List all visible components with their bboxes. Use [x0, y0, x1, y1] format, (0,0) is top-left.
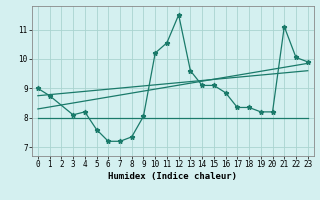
X-axis label: Humidex (Indice chaleur): Humidex (Indice chaleur): [108, 172, 237, 181]
